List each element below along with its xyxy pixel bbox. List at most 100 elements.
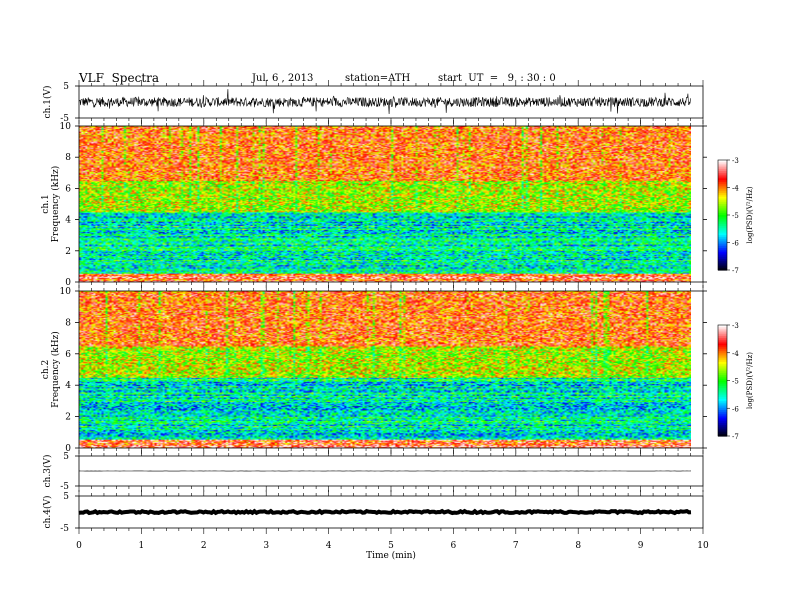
colorbar-ch1-cell [718, 213, 727, 216]
colorbar-ch1-cell [718, 207, 727, 211]
colorbar-tick-label: -7 [732, 433, 739, 441]
ytick-label-ch2: 6 [65, 350, 71, 360]
spectrogram-ch1-image [79, 126, 691, 282]
colorbar-ch2-cell [718, 387, 727, 391]
colorbar-ch2-cell [718, 430, 727, 433]
colorbar-ch2-cell [718, 352, 727, 356]
colorbar-ch2-cell [718, 400, 727, 404]
colorbar-ch1-cell [718, 187, 727, 190]
colorbar-tick-label: -4 [732, 185, 739, 193]
ytick-label-ch4: -5 [60, 524, 69, 534]
ytick-label-ch1: 0 [65, 278, 71, 288]
ytick-label-ch3: -5 [60, 482, 69, 492]
colorbar-ch2-cell [718, 411, 727, 415]
xtick-label: 0 [76, 541, 82, 551]
colorbar-ch1-cell [718, 211, 727, 214]
colorbar-ch1-cell [718, 229, 727, 233]
colorbar-ch1-cell [718, 196, 727, 200]
ytick-label-ch2: 10 [60, 287, 72, 297]
xtick-label: 8 [575, 541, 581, 551]
colorbar-ch2-cell [718, 356, 727, 359]
colorbar-ch2-cell [718, 404, 727, 407]
colorbar-ch1-cell [718, 220, 727, 223]
colorbar-ch1-cell [718, 257, 727, 260]
colorbar-ch1-cell [718, 224, 727, 227]
colorbar-ch2-cell [718, 334, 727, 337]
colorbar-ch1-cell [718, 226, 727, 229]
colorbar-ch1-cell [718, 189, 727, 192]
ytick-label-ch1: 2 [65, 247, 71, 257]
colorbar-ch2-cell [718, 393, 727, 396]
colorbar-ch2-cell [718, 426, 727, 430]
colorbar-ch1-cell [718, 204, 727, 207]
ylabel-ch1-line1: Frequency (kHz) [50, 166, 61, 243]
colorbar-ch1-cell [718, 253, 727, 256]
colorbar-ch2-cell [718, 408, 727, 411]
colorbar-ch2-cell [718, 376, 727, 380]
xtick-label: 4 [326, 541, 332, 551]
ylabel-ch3: ch.3(V) [42, 455, 53, 488]
colorbar-ch1-cell [718, 160, 727, 163]
colorbar-ch2-cell [718, 347, 727, 350]
colorbar-ch2-cell [718, 380, 727, 383]
colorbar-ch2-cell [718, 325, 727, 328]
colorbar-ch2-cell [718, 374, 727, 378]
ytick-label-ch4: 5 [63, 492, 69, 502]
colorbar-ch2-cell [718, 328, 727, 332]
colorbar-ch2-cell [718, 358, 727, 361]
colorbar-ch1-cell [718, 209, 727, 212]
colorbar-ch1-cell [718, 238, 727, 242]
colorbar-ch2-cell [718, 423, 727, 426]
ytick-label-ch2: 2 [65, 413, 71, 423]
colorbar-ch2-cell [718, 360, 727, 363]
ytick-label-ch2: 4 [65, 381, 71, 391]
colorbar-tick-label: -7 [732, 267, 739, 275]
colorbar-ch2-cell [718, 354, 727, 358]
xtick-label: 3 [263, 541, 269, 551]
colorbar-ch1-cell [718, 182, 727, 185]
colorbar-ch2-cell [718, 419, 727, 422]
colorbar-ch2-cell [718, 399, 727, 402]
colorbar-ch2-cell [718, 373, 727, 376]
ytick-label-ch1: -5 [60, 114, 69, 124]
colorbar-ch2-cell [718, 341, 727, 345]
colorbar-ch1-cell [718, 194, 727, 198]
colorbar-ch1-cell [718, 248, 727, 251]
colorbar-ch1-cell [718, 174, 727, 178]
colorbar-ch2-cell [718, 428, 727, 432]
colorbar-ch1-cell [718, 260, 727, 264]
ytick-label-ch1: 8 [65, 153, 71, 163]
colorbar-ch2-cell [718, 424, 727, 428]
ylabel-ch2-line1: Frequency (kHz) [50, 331, 61, 408]
colorbar-ch1-cell [718, 240, 727, 244]
colorbar-ch1-cell [718, 235, 727, 238]
colorbar-ch2-cell [718, 343, 727, 346]
ylabel-ch1-line0: ch.1 [41, 194, 51, 213]
colorbar-tick-label: -6 [732, 405, 739, 413]
colorbar-tick-label: -6 [732, 240, 739, 248]
ytick-label-ch2: 8 [65, 318, 71, 328]
colorbar-ch1-cell [718, 163, 727, 167]
colorbar-ch2-cell [718, 410, 727, 413]
colorbar-ch1-cell [718, 200, 727, 203]
xaxis-label: Time (min) [366, 550, 416, 561]
colorbar-ch1-cell [718, 183, 727, 187]
colorbar-ch1-cell [718, 161, 727, 165]
waveform-ch4-line [78, 508, 692, 516]
xtick-label: 5 [388, 541, 394, 551]
colorbar-ch2-cell [718, 362, 727, 365]
colorbar-ch1-cell [718, 176, 727, 179]
ytick-label-ch1: 10 [60, 122, 72, 132]
colorbar-ch1-cell [718, 259, 727, 262]
colorbar-ch1-cell [718, 246, 727, 249]
ytick-label-ch1: 6 [65, 184, 71, 194]
ytick-label-ch2: 0 [65, 444, 71, 454]
colorbar-ch1-cell [718, 180, 727, 183]
colorbar-ch2-cell [718, 336, 727, 339]
colorbar-ch1-cell [718, 167, 727, 170]
colorbar-ch1-cell [718, 262, 727, 266]
colorbar-ch2-cell [718, 421, 727, 424]
ylabel-ch1: ch.1(V) [42, 86, 53, 119]
colorbar-ch1-cell [718, 178, 727, 181]
colorbar-tick-label: -5 [732, 212, 739, 220]
